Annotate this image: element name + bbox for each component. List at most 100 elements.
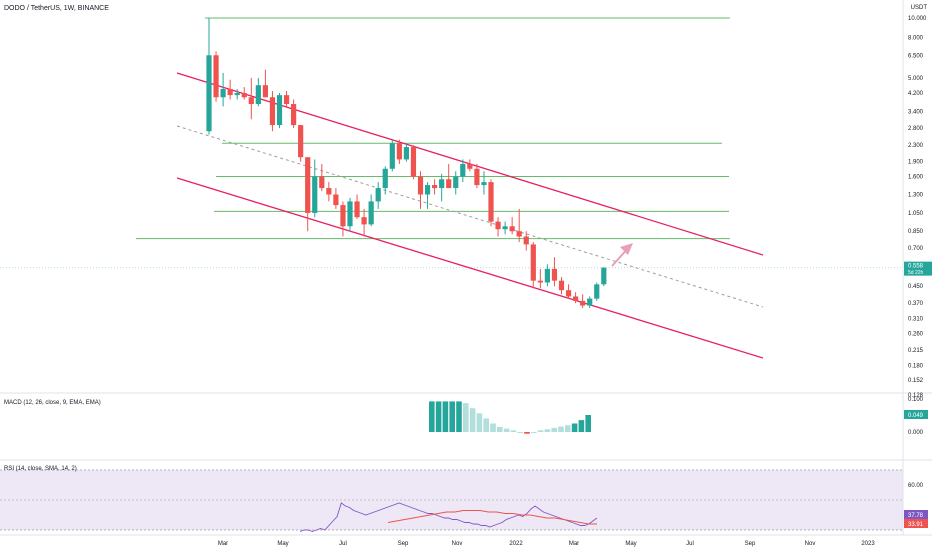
candle-body — [403, 147, 409, 160]
price-channel — [176, 72, 764, 359]
price-tick-label: 0.370 — [908, 301, 924, 307]
candle-body — [298, 125, 304, 158]
candle-body — [340, 205, 346, 227]
candle-body — [558, 280, 565, 291]
price-tick-label: 0.215 — [908, 348, 924, 354]
price-tick-label: 0.450 — [908, 284, 924, 290]
candle-body — [206, 55, 212, 132]
time-tick-label: May — [277, 541, 288, 547]
macd-value-tag — [904, 410, 928, 419]
time-tick-label: 2022 — [509, 541, 523, 547]
macd-title: MACD (12, 26, close, 9, EMA, EMA) — [4, 400, 101, 406]
candle-body — [516, 231, 522, 237]
candle-body — [502, 226, 508, 230]
candle-body — [439, 179, 445, 189]
macd-tick-label: 0.100 — [908, 397, 924, 403]
projection-arrow-head — [620, 243, 633, 255]
rsi-value-tag — [904, 510, 928, 519]
time-tick-label: Sep — [745, 541, 756, 547]
rsi-value: 37.78 — [908, 513, 924, 519]
time-tick-label: Nov — [805, 541, 816, 547]
price-tick-label: 0.128 — [908, 393, 924, 399]
price-tick-label: 4.200 — [908, 91, 924, 97]
rsi-line — [299, 502, 598, 532]
time-axis: Mar May Jul Sep Nov 2022 Mar May Jul Sep Nov 2023 — [218, 541, 876, 547]
horizontal-levels — [0, 17, 903, 269]
currency-label: USDT — [911, 5, 928, 11]
macd-histogram-bar — [565, 425, 571, 432]
channel-lower-line — [176, 177, 764, 359]
time-tick-label: Sep — [398, 541, 409, 547]
candle-body — [283, 95, 290, 105]
candle-body — [305, 157, 311, 213]
candle-body — [333, 194, 339, 206]
macd-histogram-bar — [469, 408, 476, 432]
price-tick-label: 0.310 — [908, 316, 924, 322]
candle-body — [573, 296, 579, 301]
candle-body — [495, 221, 501, 230]
candle-body — [269, 97, 276, 126]
candle-body — [587, 298, 593, 306]
bar-countdown: 5d 22h — [908, 270, 924, 276]
candle-body — [241, 93, 247, 98]
price-tick-label: 10.000 — [908, 16, 927, 22]
candle-body — [417, 176, 424, 195]
candle-body — [213, 55, 219, 98]
candle-body — [312, 176, 318, 213]
rsi-ma-value: 33.91 — [908, 522, 924, 528]
candle-body — [481, 182, 487, 186]
candle-body — [326, 188, 332, 195]
macd-value: 0.049 — [908, 413, 924, 419]
macd-histogram-bar — [578, 420, 585, 432]
last-price-value: 0.558 — [908, 264, 924, 270]
candle-body — [446, 179, 452, 189]
candle-body — [396, 143, 402, 160]
candle-body — [347, 201, 353, 227]
macd-histogram-bar — [503, 428, 510, 432]
candle-body — [361, 217, 367, 225]
macd-histogram-bar — [558, 426, 564, 432]
candle-body — [234, 93, 240, 96]
macd-histogram-bar — [456, 401, 462, 432]
price-tick-label: 3.400 — [908, 109, 924, 115]
price-tick-label: 1.900 — [908, 160, 924, 166]
macd-histogram-bar — [537, 430, 544, 432]
candle-body — [368, 201, 374, 225]
candle-body — [601, 267, 607, 285]
candle-body — [488, 182, 494, 222]
candle-body — [467, 163, 473, 169]
macd-histogram-bar — [449, 401, 455, 432]
candle-body — [424, 185, 431, 195]
macd-histogram-bar — [483, 418, 489, 432]
candle-body — [544, 268, 550, 283]
rsi-tick-label: 60.00 — [908, 483, 924, 489]
price-tick-label: 1.600 — [908, 175, 924, 181]
candle-body — [594, 284, 600, 299]
macd-histogram-bar — [517, 432, 523, 433]
candle-body — [565, 290, 572, 297]
candle-body — [530, 244, 536, 281]
candle-body — [291, 104, 297, 126]
macd-histogram-bar — [442, 401, 449, 432]
candle-body — [248, 97, 254, 105]
candle-body — [375, 188, 381, 202]
candle-body — [382, 168, 388, 189]
price-tick-label: 2.800 — [908, 126, 924, 132]
time-tick-label: Jul — [339, 541, 347, 547]
chart-title: DODO / TetherUS, 1W, BINANCE — [4, 5, 109, 12]
time-tick-label: Jul — [686, 541, 694, 547]
candle-body — [523, 236, 529, 245]
price-tick-label: 5.000 — [908, 76, 924, 82]
candle-body — [580, 300, 586, 306]
price-tick-label: 0.180 — [908, 364, 924, 370]
price-tick-label: 6.500 — [908, 53, 924, 59]
macd-histogram-bar — [476, 413, 483, 432]
macd-histogram-bar — [524, 432, 530, 434]
time-tick-label: Mar — [218, 541, 228, 547]
candle-body — [354, 201, 360, 218]
candle-body — [262, 85, 268, 98]
candles — [206, 18, 607, 308]
candle-body — [509, 226, 515, 232]
